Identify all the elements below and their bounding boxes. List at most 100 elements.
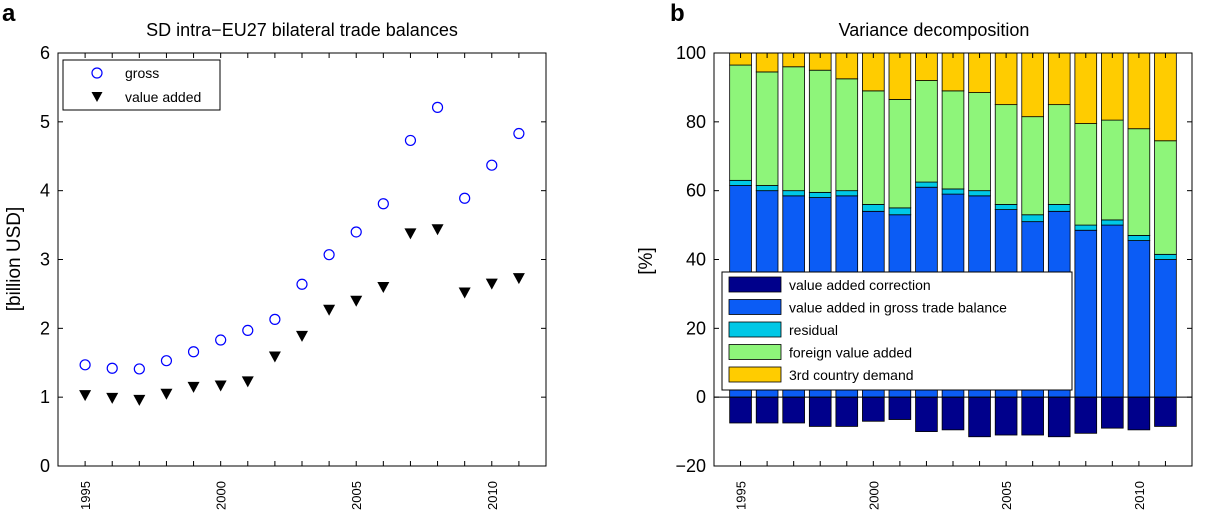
panel-a-plot-area (57, 52, 547, 467)
panel-b-x-ticks: 1995 2000 2005 2010 (734, 53, 1166, 510)
panel-b-xtick-label: 2005 (999, 481, 1014, 510)
bar-segment-3rd-country-demand (862, 52, 885, 92)
legend-gross-label: gross (125, 65, 159, 81)
gross-point (79, 359, 91, 371)
value-added-point (268, 351, 281, 363)
panel-b-letter: b (670, 0, 685, 27)
legend-label-value-added-in-gross-trade-balance: value added in gross trade balance (789, 300, 1007, 316)
legend-label-residual: residual (789, 322, 838, 338)
bar-segment-residual (1074, 224, 1098, 231)
bar-segment-residual (862, 204, 885, 212)
panel-b-xtick-label: 1995 (734, 481, 749, 510)
gross-point (486, 159, 498, 171)
bar-segment-residual (1127, 235, 1151, 241)
gross-point (296, 278, 308, 290)
bar-segment-value-added-correction (1101, 396, 1124, 429)
bar-segment-residual (941, 188, 965, 195)
bar-segment-residual (729, 179, 752, 186)
bar-segment-value-added-in-gross-trade-balance (1074, 229, 1098, 398)
panel-a-ytick-label: 2 (40, 318, 50, 338)
bar-segment-value-added-correction (782, 396, 805, 424)
gross-point (404, 134, 417, 147)
bar-segment-residual (1021, 214, 1044, 223)
value-added-point (187, 381, 200, 393)
value-added-point (241, 376, 254, 388)
gross-point (323, 249, 335, 261)
bar-segment-value-added-in-gross-trade-balance (1101, 224, 1124, 398)
value-added-point (431, 224, 444, 236)
value-added-point (458, 287, 471, 299)
bar-segment-residual (994, 204, 1018, 210)
legend-swatch-value-added-in-gross-trade-balance (728, 299, 782, 315)
bar-segment-foreign-value-added (915, 80, 938, 183)
gross-point (160, 355, 173, 367)
bar-segment-3rd-country-demand (1021, 52, 1044, 118)
value-added-point (106, 392, 119, 404)
bar-segment-value-added-correction (968, 396, 991, 438)
legend-gross-marker (91, 67, 103, 79)
panel-a-ytick-label: 6 (40, 43, 50, 63)
panel-b-title: Variance decomposition (839, 20, 1030, 40)
bar-segment-value-added-correction (1154, 396, 1177, 427)
bar-segment-residual (782, 190, 805, 197)
legend-swatch-residual (728, 321, 782, 338)
value-added-point (404, 228, 417, 240)
bar-segment-value-added-correction (729, 396, 752, 424)
value-added-point (323, 304, 336, 316)
panel-b-y-ticks: −20 0 20 40 60 80 100 (675, 43, 1192, 476)
gross-point (459, 192, 471, 204)
bar-segment-foreign-value-added (1154, 140, 1177, 255)
bar-segment-value-added-correction (808, 396, 832, 427)
gross-point (431, 101, 444, 113)
legend-value-added-label: value added (125, 89, 201, 105)
bar-segment-value-added-correction (941, 396, 965, 431)
gross-point (106, 362, 118, 374)
gross-point (187, 346, 200, 358)
bar-segment-foreign-value-added (808, 69, 832, 193)
bar-segment-foreign-value-added (1101, 119, 1124, 221)
legend-swatch-value-added-correction (728, 276, 782, 293)
bar-segment-foreign-value-added (1127, 128, 1151, 236)
value-added-point (350, 295, 363, 307)
bar-segment-value-added-correction (1021, 396, 1044, 436)
bar-segment-residual (968, 190, 991, 197)
bar-segment-3rd-country-demand (941, 52, 965, 92)
panel-b-ytick-label: 20 (686, 318, 706, 338)
panel-a-ytick-label: 5 (40, 112, 50, 132)
bar-segment-3rd-country-demand (888, 52, 912, 100)
panel-a-ytick-label: 4 (40, 181, 50, 201)
panel-a-ytick-label: 3 (40, 250, 50, 270)
bar-segment-value-added-correction (888, 396, 912, 420)
bar-segment-value-added-correction (862, 396, 885, 422)
bar-segment-residual (808, 191, 832, 198)
bar-segment-3rd-country-demand (1101, 52, 1124, 121)
bar-segment-residual (888, 207, 912, 216)
bar-segment-value-added-correction (1047, 396, 1071, 438)
panel-b-ytick-label: 40 (686, 250, 706, 270)
bar-segment-foreign-value-added (755, 71, 779, 186)
bar-segment-3rd-country-demand (968, 52, 991, 93)
panel-a-points (79, 101, 525, 406)
legend-label-3rd-country-demand: 3rd country demand (789, 367, 914, 383)
bar-segment-value-added-correction (835, 396, 859, 427)
panel-a-legend-box (62, 59, 221, 111)
panel-a-xtick-label: 1995 (78, 481, 93, 510)
panel-b-xtick-label: 2010 (1132, 481, 1147, 510)
panel-b-ytick-label: 60 (686, 181, 706, 201)
bar-segment-foreign-value-added (1074, 123, 1098, 226)
bar-segment-foreign-value-added (729, 64, 752, 181)
gross-point (242, 324, 254, 336)
panel-b-ytick-label: −20 (675, 456, 706, 476)
value-added-point (133, 394, 146, 406)
bar-segment-foreign-value-added (782, 66, 805, 192)
bar-segment-3rd-country-demand (1127, 52, 1151, 130)
panel-a-legend: gross value added (62, 59, 221, 111)
value-added-point (160, 388, 173, 400)
bar-segment-value-added-correction (915, 396, 938, 432)
legend-swatch-foreign-value-added (728, 344, 782, 360)
bar-segment-foreign-value-added (835, 78, 859, 192)
panel-a-xtick-label: 2000 (214, 481, 229, 510)
value-added-point (214, 380, 227, 392)
value-added-point (377, 282, 390, 294)
panel-a: a SD intra−EU27 bilateral trade balances… (2, 0, 547, 510)
